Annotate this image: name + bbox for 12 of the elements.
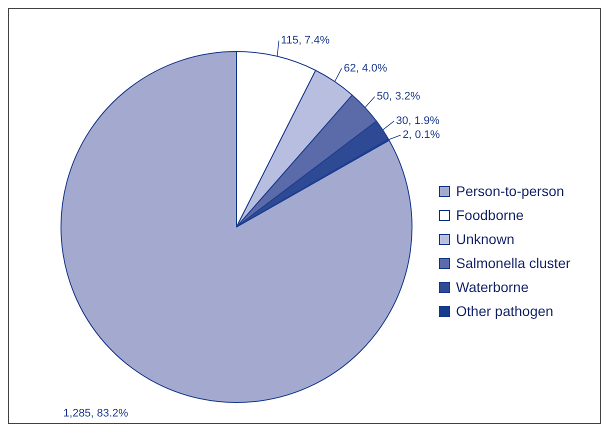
legend-label: Person-to-person [456, 183, 564, 199]
legend-label: Unknown [456, 231, 514, 247]
legend-label: Waterborne [456, 279, 529, 295]
data-label: 62, 4.0% [344, 62, 388, 74]
legend-label: Other pathogen [456, 303, 554, 319]
data-label: 2, 0.1% [402, 129, 440, 142]
data-label: 50, 3.2% [376, 90, 420, 103]
data-label: 115, 7.4% [280, 34, 330, 47]
data-label: 30, 1.9% [396, 115, 440, 128]
legend-label: Foodborne [456, 207, 524, 223]
data-label: 1,285, 83.2% [63, 407, 128, 420]
legend-label: Salmonella cluster [456, 255, 570, 271]
